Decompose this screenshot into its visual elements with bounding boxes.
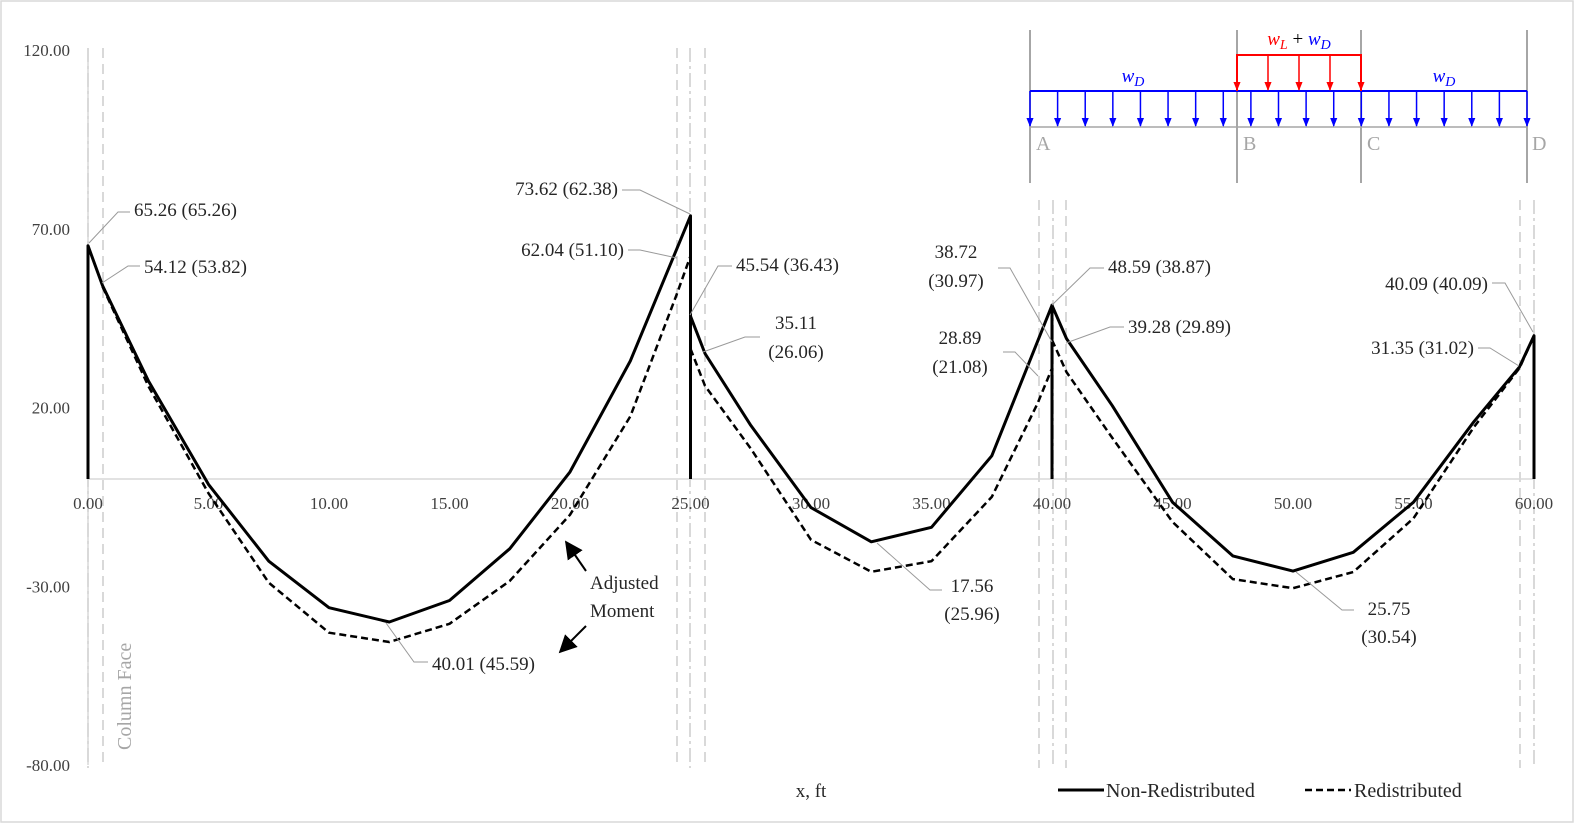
dead-load-arrows <box>1026 91 1531 127</box>
non-redistributed-line-span-2 <box>689 303 1054 544</box>
y-tick-label: 120.00 <box>23 41 70 60</box>
label-column-face: Column Face <box>114 643 136 750</box>
adjusted-moment-arrow-up <box>564 540 587 572</box>
load-label-middle: wL + wD <box>1267 29 1331 53</box>
series-layer <box>86 214 1536 644</box>
x-tick-label: 5.00 <box>194 494 224 513</box>
adjusted-moment-arrow-down <box>558 625 587 654</box>
legend: Non-Redistributed Redistributed <box>1058 780 1462 802</box>
leader-45-54 <box>689 265 732 316</box>
legend-label-non-redistributed: Non-Redistributed <box>1106 780 1255 802</box>
leader-62-04 <box>628 249 678 259</box>
y-tick-labels: 120.00 70.00 20.00 -30.00 -80.00 <box>23 41 70 775</box>
label-40-09: 40.09 (40.09) <box>1385 274 1488 295</box>
x-tick-label: 30.00 <box>792 494 830 513</box>
non-redistributed-line-span-3 <box>1050 303 1536 573</box>
leader-35-11 <box>702 336 760 353</box>
label-17-56: 17.56 <box>951 576 994 597</box>
x-tick-label: 60.00 <box>1515 494 1553 513</box>
leader-65-26 <box>88 211 130 244</box>
x-tick-label: 20.00 <box>551 494 589 513</box>
label-38-72: 38.72 <box>935 242 978 263</box>
support-label-b: B <box>1243 133 1256 155</box>
label-21-08: (21.08) <box>932 357 987 378</box>
label-25-75: 25.75 <box>1368 599 1411 620</box>
support-label-c: C <box>1367 133 1380 155</box>
label-28-89: 28.89 <box>939 328 982 349</box>
x-tick-label: 35.00 <box>912 494 950 513</box>
y-tick-label: 20.00 <box>32 399 70 418</box>
label-25-96: (25.96) <box>944 604 999 625</box>
label-62-04: 62.04 (51.10) <box>521 240 624 261</box>
label-35-11: 35.11 <box>775 313 817 334</box>
live-load-arrows <box>1233 55 1365 91</box>
annotation-leaders <box>88 189 1534 663</box>
y-tick-label: -80.00 <box>26 756 70 775</box>
redistributed-line-span-3 <box>1050 335 1536 590</box>
label-48-59: 48.59 (38.87) <box>1108 257 1211 278</box>
support-label-a: A <box>1036 133 1051 155</box>
leader-40-09 <box>1492 282 1534 333</box>
label-39-28: 39.28 (29.89) <box>1128 317 1231 338</box>
redistributed-line-span-1 <box>101 255 692 644</box>
support-label-d: D <box>1532 133 1546 155</box>
legend-label-redistributed: Redistributed <box>1354 780 1462 802</box>
load-diagram-inset: wD wD wL + wD A B C D <box>1026 29 1546 183</box>
leader-48-59 <box>1051 267 1104 306</box>
label-26-06: (26.06) <box>768 342 823 363</box>
leader-25-75 <box>1295 571 1354 611</box>
label-30-54: (30.54) <box>1361 627 1416 648</box>
leader-39-28 <box>1065 326 1124 344</box>
leader-28-89 <box>1003 351 1039 377</box>
annotation-labels: 65.26 (65.26) 54.12 (53.82) 73.62 (62.38… <box>114 179 1488 750</box>
label-65-26: 65.26 (65.26) <box>134 200 237 221</box>
leader-31-35 <box>1478 347 1520 367</box>
leader-73-62 <box>622 189 691 215</box>
x-tick-label: 50.00 <box>1274 494 1312 513</box>
label-adjusted: Adjusted <box>590 573 659 594</box>
label-40-01: 40.01 (45.59) <box>432 654 535 675</box>
label-54-12: 54.12 (53.82) <box>144 257 247 278</box>
y-tick-label: -30.00 <box>26 577 70 596</box>
leader-38-72 <box>998 267 1053 343</box>
leader-54-12 <box>101 265 140 284</box>
x-tick-label: 25.00 <box>671 494 709 513</box>
leader-40-01 <box>385 622 428 663</box>
label-31-35: 31.35 (31.02) <box>1371 338 1474 359</box>
x-tick-label: 0.00 <box>73 494 103 513</box>
x-tick-label: 40.00 <box>1033 494 1071 513</box>
y-tick-label: 70.00 <box>32 220 70 239</box>
x-tick-label: 15.00 <box>430 494 468 513</box>
label-45-54: 45.54 (36.43) <box>736 255 839 276</box>
label-30-97: (30.97) <box>928 271 983 292</box>
leader-17-56 <box>876 542 942 591</box>
label-moment: Moment <box>590 601 655 622</box>
x-axis-title: x, ft <box>796 781 827 802</box>
x-tick-label: 10.00 <box>310 494 348 513</box>
label-73-62: 73.62 (62.38) <box>515 179 618 200</box>
